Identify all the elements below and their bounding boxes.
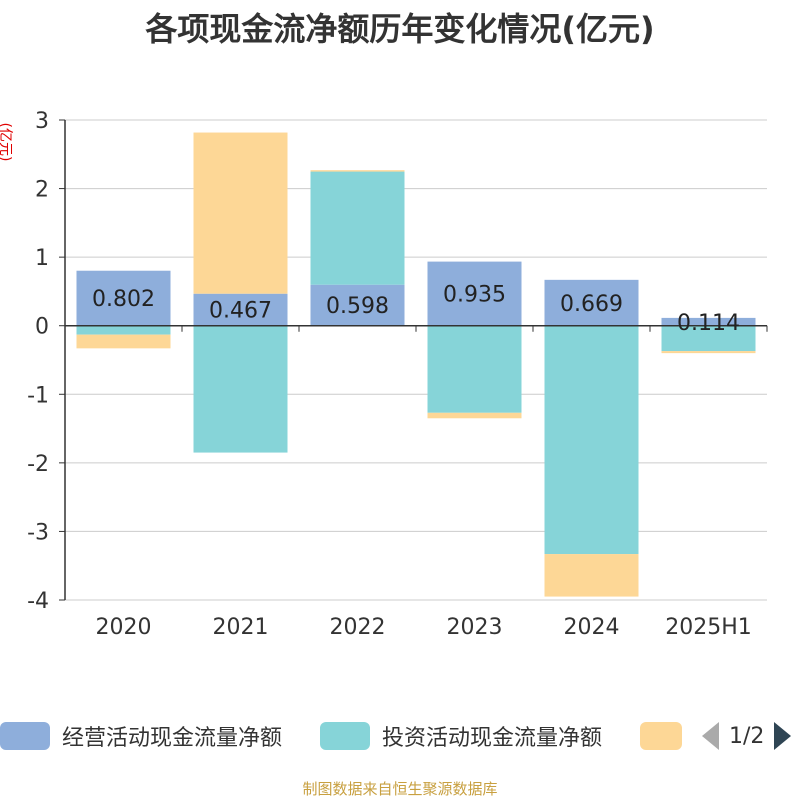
legend-item-investing[interactable]: 投资活动现金流量净额 bbox=[320, 716, 602, 756]
data-label: 0.669 bbox=[560, 292, 623, 317]
legend-item-third[interactable] bbox=[640, 716, 694, 756]
bar-2-2021 bbox=[193, 132, 288, 294]
x-tick-label: 2025H1 bbox=[665, 615, 752, 640]
bar-2-2024 bbox=[544, 554, 639, 597]
legend: 经营活动现金流量净额 投资活动现金流量净额 1/2 bbox=[0, 716, 800, 756]
bar-2-2023 bbox=[427, 412, 522, 419]
chart-title: 各项现金流净额历年变化情况(亿元) bbox=[145, 10, 655, 48]
bar-0-2022 bbox=[310, 284, 405, 326]
legend-pager: 1/2 bbox=[702, 716, 792, 756]
data-label: 0.467 bbox=[209, 299, 272, 324]
bar-0-2023 bbox=[427, 261, 522, 326]
y-tick-label: 0 bbox=[35, 315, 49, 340]
bar-0-2021 bbox=[193, 293, 288, 326]
data-label: 0.935 bbox=[443, 283, 506, 308]
data-label: 0.598 bbox=[326, 294, 389, 319]
y-tick-label: -1 bbox=[27, 383, 49, 408]
chart-plot: 3 2 1 0 -1 -2 -3 -4 2020 2021 2022 2023 2024 2025H1 0.… bbox=[27, 109, 768, 640]
y-tick-label: -3 bbox=[27, 520, 49, 545]
x-tick-label: 2024 bbox=[564, 615, 620, 640]
legend-prev-icon[interactable] bbox=[702, 722, 719, 750]
legend-item-operating[interactable]: 经营活动现金流量净额 bbox=[0, 716, 282, 756]
bar-0-2024 bbox=[544, 279, 639, 326]
bar-1-2025H1 bbox=[661, 325, 756, 352]
y-tick-label: -2 bbox=[27, 452, 49, 477]
legend-page-indicator: 1/2 bbox=[729, 723, 765, 749]
bar-2-2020 bbox=[76, 334, 171, 349]
x-tick-label: 2020 bbox=[96, 615, 152, 640]
bar-1-2023 bbox=[427, 325, 522, 413]
data-label: 0.114 bbox=[677, 311, 740, 336]
y-tick-label: 2 bbox=[35, 178, 49, 203]
bar-1-2021 bbox=[193, 325, 288, 453]
bar-2-2022 bbox=[310, 170, 405, 172]
legend-swatch-investing bbox=[320, 722, 370, 750]
legend-label-investing: 投资活动现金流量净额 bbox=[382, 726, 603, 751]
y-tick-label: 1 bbox=[35, 246, 49, 271]
legend-swatch-operating bbox=[0, 722, 50, 750]
bar-1-2022 bbox=[310, 171, 405, 285]
x-tick-label: 2021 bbox=[213, 615, 269, 640]
y-tick-label: -4 bbox=[27, 589, 49, 614]
data-label: 0.802 bbox=[92, 287, 155, 312]
bar-1-2020 bbox=[76, 325, 171, 335]
legend-label-operating: 经营活动现金流量净额 bbox=[62, 726, 283, 751]
bar-0-2020 bbox=[76, 270, 171, 326]
legend-swatch-third bbox=[640, 722, 682, 750]
bar-2-2025H1 bbox=[661, 351, 756, 354]
y-tick-label: 3 bbox=[35, 109, 49, 134]
bar-1-2024 bbox=[544, 325, 639, 555]
legend-next-icon[interactable] bbox=[774, 722, 792, 750]
x-tick-label: 2023 bbox=[447, 615, 503, 640]
source-note: 制图数据来自恒生聚源数据库 bbox=[302, 780, 498, 798]
bar-0-2025H1 bbox=[661, 317, 756, 326]
x-tick-label: 2022 bbox=[330, 615, 386, 640]
